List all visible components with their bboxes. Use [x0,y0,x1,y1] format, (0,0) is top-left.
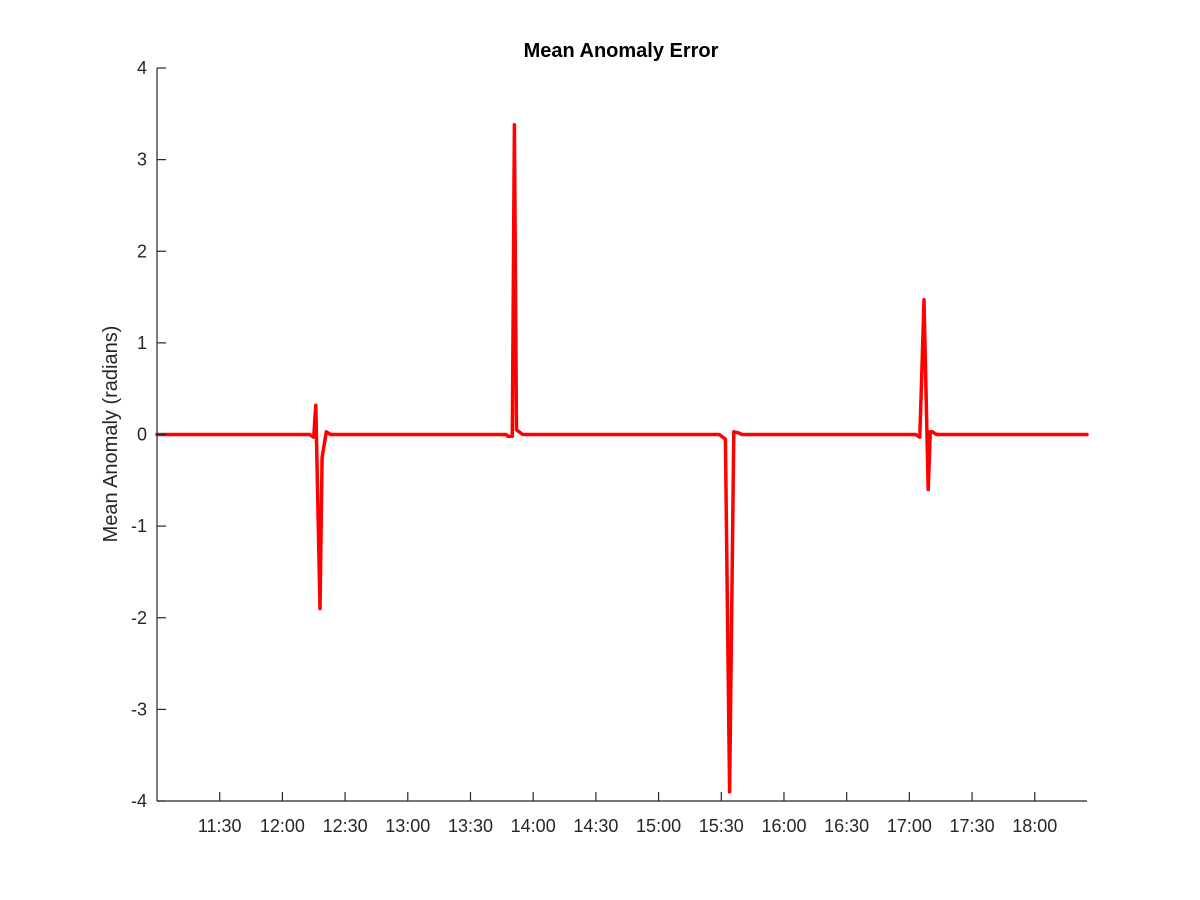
x-tick-label-4: 13:30 [448,816,493,836]
y-tick-label-7: 3 [137,150,147,170]
x-tick-label-6: 14:30 [573,816,618,836]
x-tick-label-10: 16:30 [824,816,869,836]
y-tick-label-6: 2 [137,241,147,261]
x-tick-label-8: 15:30 [699,816,744,836]
series-line-0 [155,123,1089,794]
x-tick-label-3: 13:00 [385,816,430,836]
y-tick-label-5: 1 [137,333,147,353]
x-tick-label-13: 18:00 [1012,816,1057,836]
y-tick-label-4: 0 [137,425,147,445]
x-tick-label-1: 12:00 [260,816,305,836]
y-tick-label-2: -2 [131,608,147,628]
x-tick-label-0: 11:30 [198,816,242,836]
y-tick-label-0: -4 [131,791,147,811]
y-tick-label-3: -1 [131,516,147,536]
x-tick-label-11: 17:00 [887,816,932,836]
x-tick-label-7: 15:00 [636,816,681,836]
x-tick-label-12: 17:30 [950,816,995,836]
y-axis-label: Mean Anomaly (radians) [100,326,122,543]
ticks: 11:30 12:00 12:30 13:00 13:30 14:00 14:30 15:00… [131,58,1057,836]
x-tick-label-2: 12:30 [323,816,368,836]
chart-title: Mean Anomaly Error [524,40,719,62]
plot-lines [155,123,1089,794]
y-tick-label-1: -3 [131,699,147,719]
x-tick-label-5: 14:00 [511,816,556,836]
x-tick-label-9: 16:00 [761,816,806,836]
y-tick-label-8: 4 [137,58,147,78]
